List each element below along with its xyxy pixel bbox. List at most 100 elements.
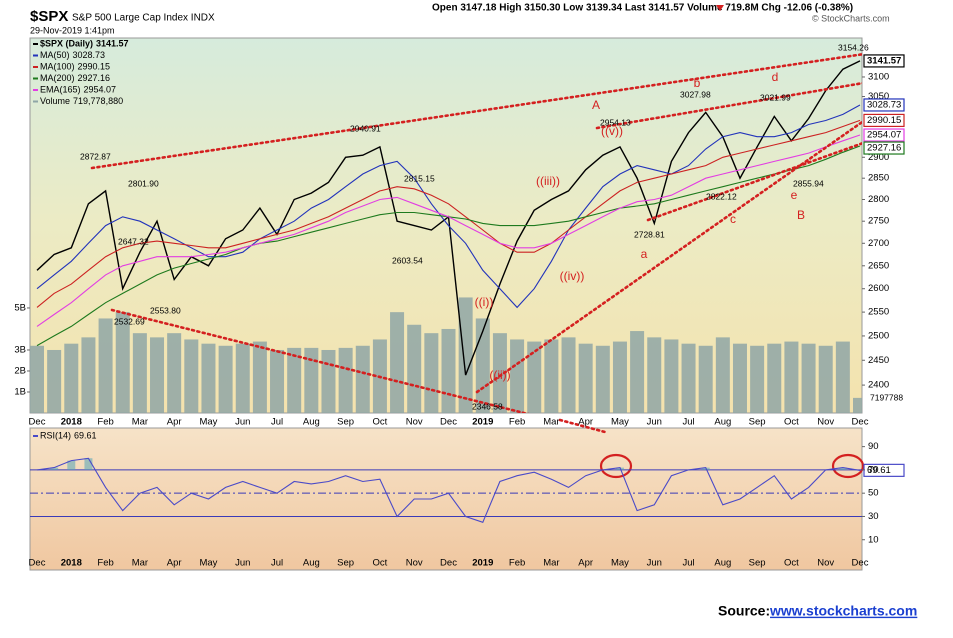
trendline [558,418,607,434]
y-tick-label: 30 [868,511,879,522]
y-tick-label: 2500 [868,330,889,341]
volume-bar [167,333,182,413]
x-tick-label: Apr [578,558,593,569]
y-tick-label: 2800 [868,194,889,205]
x-tick-label: Feb [509,417,525,428]
value-box-label: 2954.07 [867,130,901,141]
price-annotation: 2872.87 [80,151,111,161]
x-tick-label: Jun [235,417,250,428]
x-tick-label: Mar [543,558,559,569]
wave-label: A [592,98,600,112]
y-tick-label: 50 [868,488,879,499]
x-tick-label: Apr [167,558,182,569]
volume-bar [115,312,130,413]
volume-bar [355,345,370,413]
volume-bar [235,343,250,413]
volume-bar [132,333,147,413]
legend-value: 3141.57 [96,38,129,48]
value-box [863,128,905,142]
index-name: S&P 500 Large Cap Index INDX [72,13,215,24]
x-tick-label: Jun [647,558,662,569]
x-tick-label: Feb [97,558,113,569]
series-line [36,457,861,523]
series-line [36,134,861,327]
source-label: Source: [718,603,770,619]
legend-value: 2990.15 [78,61,111,71]
x-tick-label: Jul [682,558,694,569]
y-tick-label: 10 [868,534,879,545]
volume-bar [98,318,113,413]
wave-label: ((iv)) [560,269,585,283]
y-tick-label: 90 [868,441,879,452]
x-tick-label: Dec [440,417,457,428]
rsi-panel [29,427,863,571]
trendline [90,53,862,170]
price-annotation: 2647.32 [118,236,149,246]
source-link[interactable]: www.stockcharts.com [769,603,917,619]
volume-bar [321,349,336,413]
series-line [36,104,861,309]
volume-bar [853,397,862,413]
legend-label: $SPX (Daily) [40,38,93,48]
down-arrow [716,5,724,11]
value-box-label: 3028.73 [867,99,901,110]
symbol: $SPX [30,8,68,25]
volume-bar [458,297,473,413]
legend-label: MA(200) [40,73,75,83]
copyright: © StockCharts.com [812,13,890,23]
legend-label: EMA(165) [40,84,81,94]
x-tick-label: May [199,558,217,569]
price-annotation: 2815.15 [404,173,435,183]
x-tick-label: Nov [406,558,423,569]
volume-bar [527,341,542,413]
x-tick-label: 2019 [472,417,493,428]
value-box [863,54,905,68]
x-tick-label: Mar [132,558,148,569]
x-tick-label: Oct [784,558,799,569]
trendline [595,81,862,130]
x-tick-label: Mar [132,417,148,428]
x-tick-label: Oct [373,417,388,428]
x-tick-label: Jul [271,417,283,428]
legend-label: Volume [40,96,70,106]
x-tick-label: Dec [440,558,457,569]
volume-bar [647,337,662,413]
y-tick-label: 2700 [868,238,889,249]
legend-value: 719,778,880 [73,96,123,106]
volume-bar [544,339,559,413]
price-annotation: 2553.80 [150,305,181,315]
legend-value: 3028.73 [73,50,106,60]
y-tick-label: 2850 [868,173,889,184]
volume-bar [784,341,799,413]
x-tick-label: Mar [543,417,559,428]
volume-bar [30,345,44,413]
x-tick-label: Dec [29,558,46,569]
quote: Open 3147.18 High 3150.30 Low 3139.34 La… [432,3,853,14]
value-box [863,141,905,155]
price-annotation: 2954.13 [600,117,631,127]
wave-label: ((v)) [601,124,623,138]
wave-label: c [730,212,736,226]
legend-label: MA(50) [40,50,70,60]
x-tick-label: May [199,417,217,428]
x-tick-label: Sep [749,417,766,428]
highlight-circle [831,453,865,479]
volume-bar [270,349,285,413]
x-tick-label: Nov [817,417,834,428]
x-tick-label: Sep [749,558,766,569]
wave-label: ((i)) [475,295,494,309]
volume-bar [81,337,96,413]
y2-tick-label: 3B [14,344,26,355]
y-tick-label: 3050 [868,91,889,102]
y-tick-label: 70 [868,464,879,475]
x-tick-label: Feb [509,558,525,569]
price-annotation: 2346.58 [472,401,503,411]
legend-label: RSI(14) [40,430,71,440]
x-tick-label: Nov [406,417,423,428]
value-box-label: 69.61 [867,465,891,476]
price-annotation: 2728.81 [634,229,665,239]
y2-tick-label: 2B [14,365,26,376]
volume-bar [612,341,627,413]
volume-bar [201,343,216,413]
